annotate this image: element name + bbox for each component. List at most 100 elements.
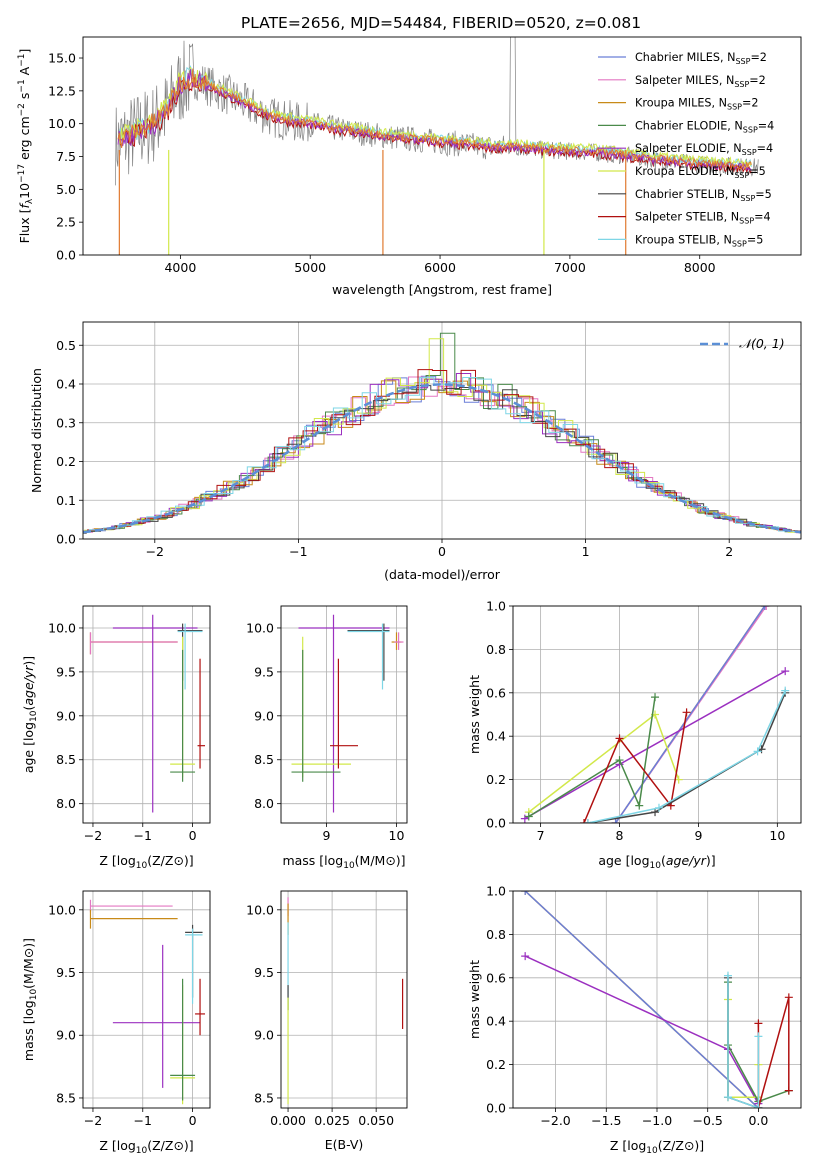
label-part: 10 — [17, 183, 32, 199]
x-tick-label: −2 — [84, 828, 102, 843]
x-tick-label: 0.000 — [270, 1113, 306, 1128]
errorbars — [89, 614, 206, 813]
y-tick-label: 0.1 — [56, 493, 76, 508]
x-tick-label: 10 — [769, 828, 785, 843]
label-part: f — [17, 203, 32, 209]
model-spectrum-line — [117, 67, 752, 168]
label-part: age [log — [598, 853, 649, 868]
weight-point-marker — [781, 667, 790, 676]
residual-histogram-line — [83, 377, 801, 533]
weight-series-line — [528, 696, 656, 818]
weight-point-marker — [611, 819, 620, 823]
legend-label: Chabrier STELIB, N — [635, 188, 740, 201]
label-subscript: 10 — [136, 861, 148, 871]
y-tick-label: 9.5 — [254, 664, 274, 679]
y-tick-label: 0.0 — [486, 1101, 506, 1116]
errorbars — [89, 899, 206, 1105]
weight-point-marker — [753, 747, 762, 756]
y-tick-label: 8.0 — [254, 796, 274, 811]
x-tick-label: 0.025 — [314, 1113, 350, 1128]
weight-point-marker — [723, 971, 732, 980]
label-part: ( — [661, 853, 666, 868]
y-tick-label: 10.0 — [48, 116, 76, 131]
legend-count: =4 — [757, 142, 774, 155]
x-tick-label: −2 — [84, 1113, 102, 1128]
weight-series-line — [727, 975, 760, 1108]
x-axis-label: mass [log10(M/M⊙)] — [282, 853, 405, 871]
residuals-panel: −2 −1 0 1 2 0.0 0.1 0.2 0.3 0.4 0.5 (data-model)/er… — [29, 321, 802, 582]
weight-point-marker — [682, 708, 691, 717]
x-axis-label: E(B-V) — [325, 1137, 364, 1152]
weight-point-marker — [651, 808, 660, 817]
y-axis-label: mass [log10(M/M⊙)] — [21, 938, 39, 1061]
weight-series-line — [614, 606, 766, 823]
legend-subscript: SSP — [727, 103, 742, 112]
y-tick-label: 5.0 — [56, 182, 76, 197]
x-axis-label: Z [log10(Z/Z⊙)] — [99, 853, 193, 871]
x-tick-label: 5000 — [294, 260, 326, 275]
label-part: 10 — [650, 861, 662, 871]
label-part: erg cm — [17, 116, 32, 164]
y-tick-label: 0.0 — [56, 248, 76, 263]
legend-count: =5 — [749, 165, 766, 178]
spectrum-panel: 4000 5000 6000 7000 8000 0.0 2.5 5.0 7.5 10.0 12.5… — [17, 36, 802, 297]
x-tick-label: 6000 — [424, 260, 456, 275]
x-tick-label: −1.5 — [591, 1113, 621, 1128]
weight-point-marker — [580, 819, 589, 823]
weight-lines — [520, 606, 790, 823]
legend-label: Kroupa STELIB, N — [635, 233, 732, 246]
residual-histograms — [83, 332, 801, 534]
legend-label: Salpeter ELODIE, N — [635, 142, 742, 155]
y-tick-label: 8.5 — [254, 752, 274, 767]
y-tick-label: 0.3 — [56, 415, 76, 430]
label-part: mass [log — [282, 853, 343, 868]
label-part: age/yr — [21, 665, 36, 706]
y-tick-label: 8.5 — [254, 1090, 274, 1105]
x-axis-label: (data-model)/error — [384, 567, 501, 582]
legend-label: Chabrier MILES, N — [635, 51, 735, 64]
y-tick-label: 9.0 — [254, 1028, 274, 1043]
model-spectrum-line — [117, 68, 752, 170]
legend-subscript: SSP — [742, 148, 757, 157]
x-tick-label: 0 — [189, 828, 197, 843]
y-tick-label: 0.4 — [486, 1014, 506, 1029]
legend-subscript: SSP — [739, 217, 754, 226]
y-axis-label: age [log10(age/yr)] — [21, 656, 39, 773]
legend-count: =5 — [747, 233, 764, 246]
y-tick-label: 0.0 — [56, 532, 76, 547]
legend-count: =4 — [758, 119, 775, 132]
weight-point-marker — [615, 734, 624, 743]
x-tick-label: 10 — [389, 828, 405, 843]
label-part: Z [log — [610, 1138, 646, 1153]
y-tick-label: 8.5 — [56, 1090, 76, 1105]
axes-frame — [82, 321, 802, 540]
label-subscript: 10 — [343, 861, 355, 871]
label-part: 10 — [29, 710, 39, 722]
x-tick-label: 8000 — [684, 260, 716, 275]
legend-entry: 𝒩(0, 1) — [739, 336, 785, 351]
axes-frame — [512, 890, 802, 1109]
residual-histogram-line — [83, 332, 801, 534]
y-tick-label: 0.8 — [486, 927, 506, 942]
legend-entry: Kroupa ELODIE, NSSP=5 — [635, 165, 766, 180]
label-part: −1 — [17, 53, 27, 66]
axes-frame — [280, 605, 408, 824]
weight-point-marker — [760, 606, 769, 610]
label-part: ( — [21, 706, 36, 711]
label-part: (Z/Z⊙)] — [147, 853, 193, 868]
label-subscript: 10 — [646, 1146, 658, 1156]
legend-entry: Chabrier MILES, NSSP=2 — [635, 51, 767, 66]
y-tick-label: 8.0 — [56, 796, 76, 811]
label-part: Flux [ — [17, 209, 32, 244]
weight-point-marker — [674, 775, 683, 784]
label-part: (Z/Z⊙)] — [658, 1138, 704, 1153]
label-part: Z [log — [99, 853, 135, 868]
weight-series-line — [583, 712, 688, 823]
y-tick-label: 1.0 — [486, 884, 506, 899]
weight-point-marker — [754, 1104, 763, 1108]
x-tick-label: 4000 — [164, 260, 196, 275]
y-tick-label: 9.0 — [254, 708, 274, 723]
weight-point-marker — [651, 693, 660, 702]
y-tick-label: 0.5 — [56, 338, 76, 353]
legend-label: Chabrier ELODIE, N — [635, 119, 743, 132]
